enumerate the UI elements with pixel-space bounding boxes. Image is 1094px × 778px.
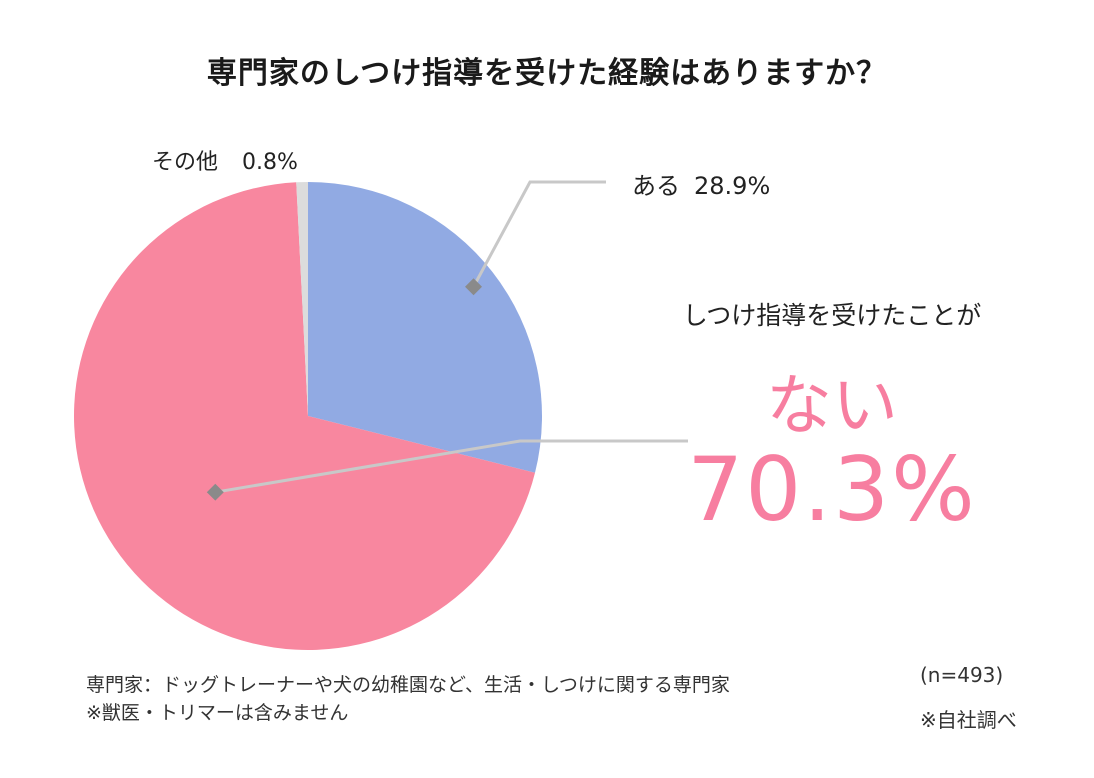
footnote-exclusion: ※獣医・トリマーは含みません [86, 702, 349, 724]
callout-percentage: 70.3% [687, 438, 977, 541]
leader-yes-line [472, 180, 606, 288]
slice-label-yes-value: 28.9% [694, 172, 771, 200]
callout-answer: ない [766, 367, 898, 444]
pie-slice-yes [308, 182, 543, 473]
slice-label-yes: ある 28.9% [632, 166, 770, 201]
slice-label-yes-name: ある [632, 172, 680, 200]
callout-subtitle: しつけ指導を受けたことが [682, 301, 982, 330]
pie-slice-no [74, 182, 536, 651]
leader-yes-marker [465, 278, 483, 296]
source-note: ※自社調べ [920, 708, 1017, 732]
slice-label-other-value: 0.8% [242, 150, 298, 175]
pie-slice-other [296, 182, 308, 416]
leader-no-line [215, 439, 688, 494]
chart-title: 専門家のしつけ指導を受けた経験はありますか？ [206, 56, 888, 91]
footnote-definition: 専門家：ドッグトレーナーや犬の幼稚園など、生活・しつけに関する専門家 [86, 674, 730, 696]
pie-slices [74, 182, 543, 651]
slice-label-other-name: その他 [152, 150, 219, 175]
leader-lines [206, 180, 688, 501]
slice-label-other: その他 0.8% [152, 144, 298, 176]
leader-no-marker [206, 483, 224, 501]
sample-size: (n=493) [920, 663, 1004, 687]
